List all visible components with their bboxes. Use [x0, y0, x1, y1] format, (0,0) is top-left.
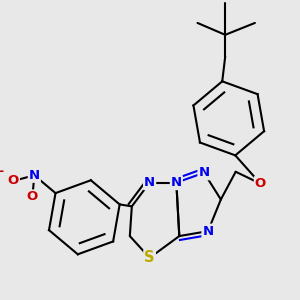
- Text: N: N: [29, 169, 40, 182]
- Text: O: O: [27, 190, 38, 203]
- Text: S: S: [144, 250, 155, 265]
- Text: O: O: [255, 177, 266, 190]
- Text: N: N: [144, 176, 155, 189]
- Text: N: N: [202, 225, 214, 238]
- Text: N: N: [171, 176, 182, 189]
- Text: -: -: [0, 164, 4, 178]
- Text: N: N: [199, 166, 210, 179]
- Text: O: O: [8, 174, 19, 188]
